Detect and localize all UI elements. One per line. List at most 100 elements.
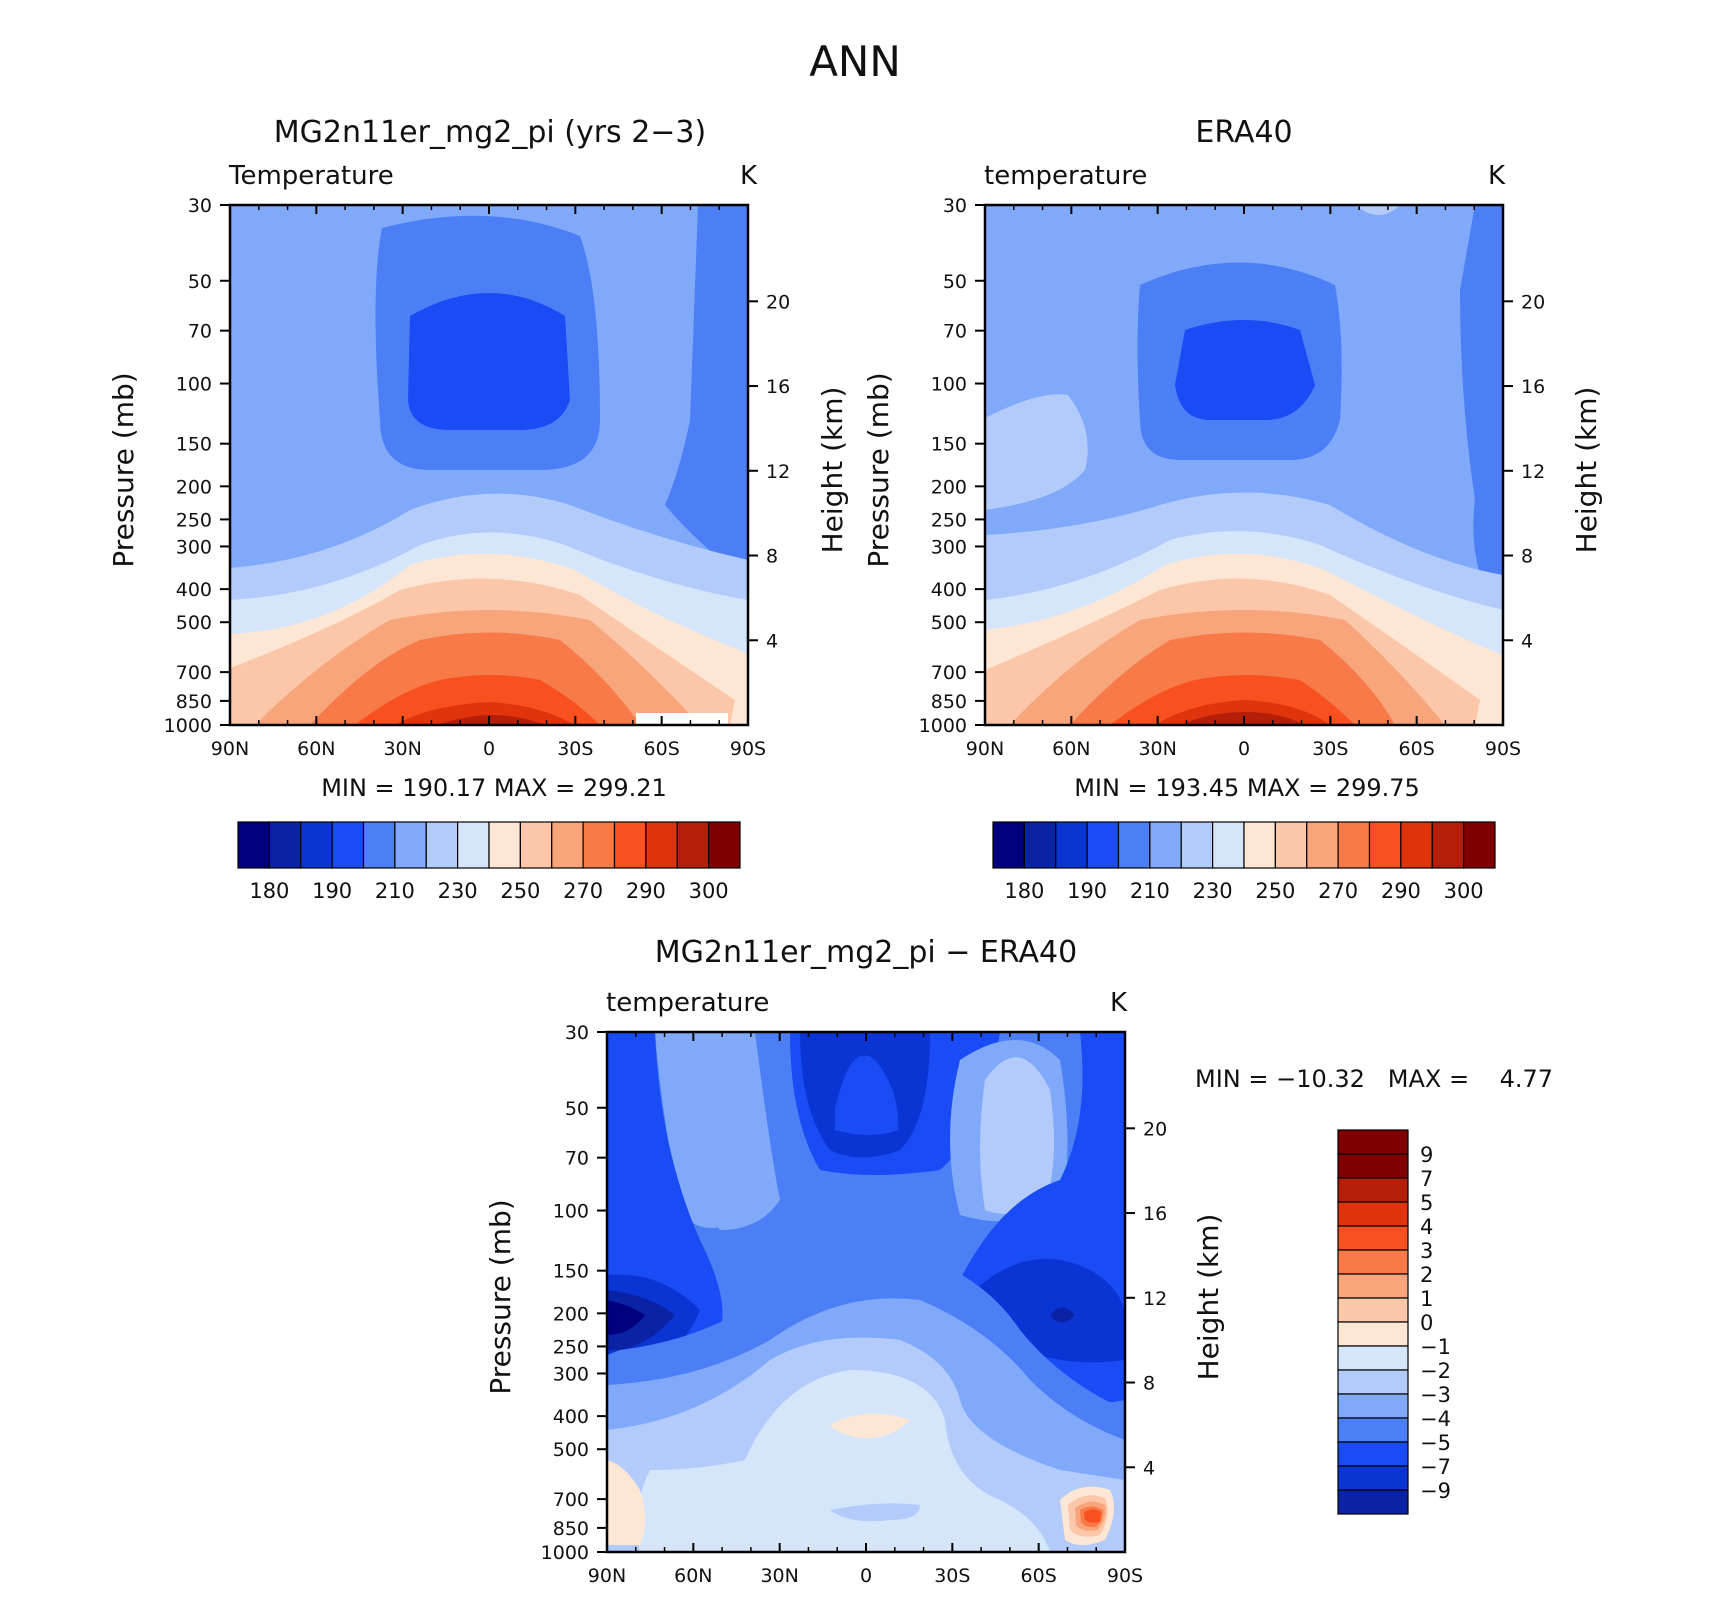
panel-diff-title: MG2n11er_mg2_pi − ERA40 <box>655 935 1077 970</box>
band-coldest <box>1175 320 1315 420</box>
colorbar-label: 230 <box>438 879 478 903</box>
colorbar-swatch <box>1180 821 1214 869</box>
x-tick-label: 60N <box>1052 738 1090 760</box>
y-tick-label: 50 <box>943 271 967 293</box>
y-tick-label: 700 <box>553 1489 589 1511</box>
colorbar-swatch <box>1337 1273 1409 1299</box>
band-298 <box>1180 712 1305 725</box>
colorbar-swatch <box>1337 1201 1409 1227</box>
y-tick-label: 400 <box>931 579 967 601</box>
colorbar-label: 190 <box>1067 879 1107 903</box>
band-high-lat-south <box>1460 205 1503 575</box>
colorbar-swatch <box>488 821 521 869</box>
panel-diff-plot-area <box>607 1032 1125 1552</box>
y-tick-label: 200 <box>931 476 967 498</box>
x-tick-label: 60S <box>1399 738 1435 760</box>
y-tick-label: 100 <box>553 1201 589 1223</box>
y2-tick-label: 20 <box>1521 291 1545 313</box>
colorbar-swatch <box>1306 821 1339 869</box>
colorbar-swatch <box>425 821 459 869</box>
y-tick-label: 200 <box>553 1303 589 1325</box>
colorbar-label: 270 <box>563 879 603 903</box>
panel-model-units: K <box>740 161 758 191</box>
y2-tick-label: 16 <box>1521 376 1545 398</box>
band-minus5-core <box>835 1055 899 1135</box>
colorbar-swatch <box>1337 1321 1409 1347</box>
colorbar-swatch <box>1337 1345 1409 1371</box>
y2-tick-label: 12 <box>766 461 790 483</box>
panel-model-stats: MIN = 190.17 MAX = 299.21 <box>321 774 667 802</box>
panel-obs-colorbar: 180 190 210 230 250 270 290 300 <box>992 821 1496 903</box>
colorbar-label: 250 <box>500 879 540 903</box>
colorbar-swatch <box>1337 1489 1409 1515</box>
y-tick-label: 30 <box>943 195 967 217</box>
y-tick-label: 150 <box>176 434 212 456</box>
panel-diff-units: K <box>1110 988 1128 1018</box>
y-tick-label: 50 <box>565 1098 589 1120</box>
colorbar-swatch <box>1055 821 1088 869</box>
panel-diff-axes: 90N 60N 30N 0 30S 60S 90S 30507010015020025030… <box>541 1022 1168 1587</box>
y2-tick-label: 16 <box>766 376 790 398</box>
x-tick-label: 0 <box>1238 738 1250 760</box>
band-high-lat-south <box>665 205 748 568</box>
y-tick-label: 300 <box>176 536 212 558</box>
y-tick-label: 850 <box>176 691 212 713</box>
panel-diff-ylabel: Pressure (mb) <box>484 1199 517 1394</box>
band-minus1-mid <box>636 1370 1050 1552</box>
x-tick-label: 30S <box>557 738 593 760</box>
colorbar-label: 300 <box>1444 879 1484 903</box>
y-tick-label: 30 <box>188 195 212 217</box>
x-tick-label: 60S <box>644 738 680 760</box>
colorbar-label: −5 <box>1420 1431 1451 1455</box>
panel-diff-variable-label: temperature <box>606 988 769 1018</box>
band-warm-patch-top <box>1355 205 1400 215</box>
colorbar-swatch <box>457 821 490 869</box>
colorbar-label: −9 <box>1420 1479 1451 1503</box>
colorbar-swatch <box>1337 821 1371 869</box>
x-tick-label: 0 <box>483 738 495 760</box>
colorbar-swatch <box>300 821 333 869</box>
y-tick-label: 400 <box>553 1406 589 1428</box>
band-coldest <box>408 293 570 430</box>
colorbar-swatch <box>1337 1417 1409 1443</box>
panel-diff: MG2n11er_mg2_pi − ERA40 temperature K <box>484 935 1553 1587</box>
y-tick-label: 700 <box>931 662 967 684</box>
panel-obs-stats: MIN = 193.45 MAX = 299.75 <box>1074 774 1420 802</box>
x-tick-label: 30N <box>383 738 421 760</box>
y-tick-label: 70 <box>188 321 212 343</box>
colorbar-swatch <box>1337 1465 1409 1491</box>
colorbar-label: 210 <box>375 879 415 903</box>
colorbar-swatch <box>1431 821 1465 869</box>
y2-tick-label: 12 <box>1143 1288 1167 1310</box>
x-tick-label: 60N <box>297 738 335 760</box>
colorbar-swatch <box>1243 821 1276 869</box>
panel-model-variable-label: Temperature <box>228 161 394 191</box>
band-minus2-lower <box>830 1503 920 1522</box>
colorbar-swatch <box>1086 821 1120 869</box>
y-tick-label: 200 <box>176 476 212 498</box>
colorbar-label: 5 <box>1420 1191 1433 1215</box>
y2-tick-label: 20 <box>1143 1118 1167 1140</box>
x-tick-label: 90S <box>1107 1565 1143 1587</box>
y-tick-label: 1000 <box>164 715 212 737</box>
colorbar-label: 2 <box>1420 1263 1433 1287</box>
colorbar-swatch <box>1149 821 1182 869</box>
x-tick-label: 60S <box>1021 1565 1057 1587</box>
x-tick-label: 90N <box>966 738 1004 760</box>
y-tick-label: 700 <box>176 662 212 684</box>
missing-data-patch <box>636 713 728 725</box>
colorbar-label: 4 <box>1420 1215 1433 1239</box>
colorbar-swatch <box>394 821 427 869</box>
colorbar-label: 290 <box>1381 879 1421 903</box>
y2-tick-label: 16 <box>1143 1203 1167 1225</box>
colorbar-swatch <box>1212 821 1245 869</box>
y-tick-label: 30 <box>565 1022 589 1044</box>
colorbar-label: −3 <box>1420 1383 1451 1407</box>
band-minus9-right <box>1050 1307 1075 1323</box>
colorbar-swatch <box>992 821 1025 869</box>
band-warm-left-edge <box>607 1460 645 1545</box>
y-tick-label: 500 <box>553 1439 589 1461</box>
